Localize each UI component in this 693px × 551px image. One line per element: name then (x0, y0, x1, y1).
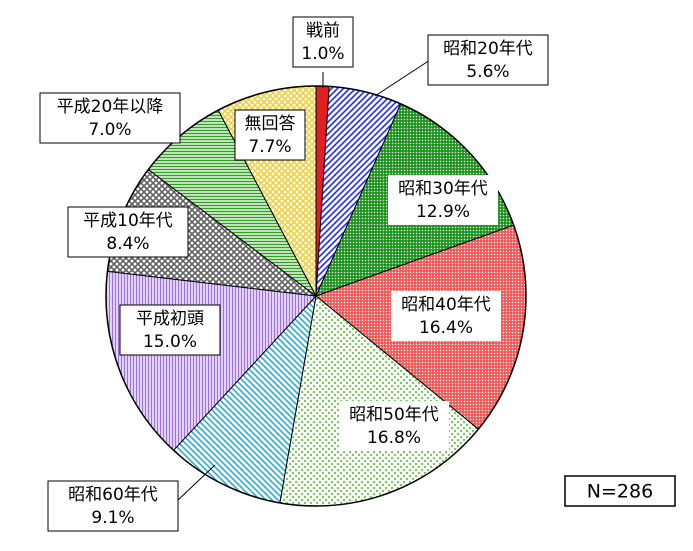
slice-label: 平成20年以降 (57, 97, 164, 117)
slice-value-label: 5.6% (466, 62, 509, 82)
leader-line (374, 59, 431, 97)
slice-label: 平成初頭 (136, 309, 204, 329)
annotation: N=286 (587, 481, 653, 503)
label-box (119, 304, 221, 356)
label-box (292, 16, 354, 68)
slice-label: 昭和50年代 (349, 405, 439, 425)
slice-value-label: 12.9% (416, 202, 470, 222)
slice-value-label: 7.7% (248, 137, 291, 157)
slice-label: 平成10年代 (83, 211, 173, 231)
slice-label: 昭和20年代 (443, 39, 533, 59)
slice-label: 昭和60年代 (68, 485, 158, 505)
pie-outline (105, 85, 527, 507)
slice-value-label: 16.8% (367, 428, 421, 448)
annotation-box (564, 475, 676, 507)
slice-value-label: 9.1% (91, 508, 134, 528)
label-box (427, 34, 549, 86)
slice-value-label: 7.0% (88, 120, 131, 140)
leader-line (177, 464, 216, 501)
slice-value-label: 8.4% (106, 234, 149, 254)
label-box (391, 291, 501, 341)
label-box (39, 92, 181, 144)
label-box (234, 109, 306, 161)
slice-label: 昭和30年代 (398, 179, 488, 199)
label-box (47, 480, 179, 532)
slice-label: 無回答 (245, 114, 296, 134)
label-box (388, 175, 498, 225)
slice-value-label: 15.0% (143, 332, 197, 352)
label-box (67, 206, 189, 258)
slice-value-label: 1.0% (301, 44, 344, 64)
slice-value-label: 16.4% (419, 318, 473, 338)
label-box (339, 401, 449, 451)
slice-label: 昭和40年代 (401, 295, 491, 315)
slice-label: 戦前 (306, 21, 340, 41)
